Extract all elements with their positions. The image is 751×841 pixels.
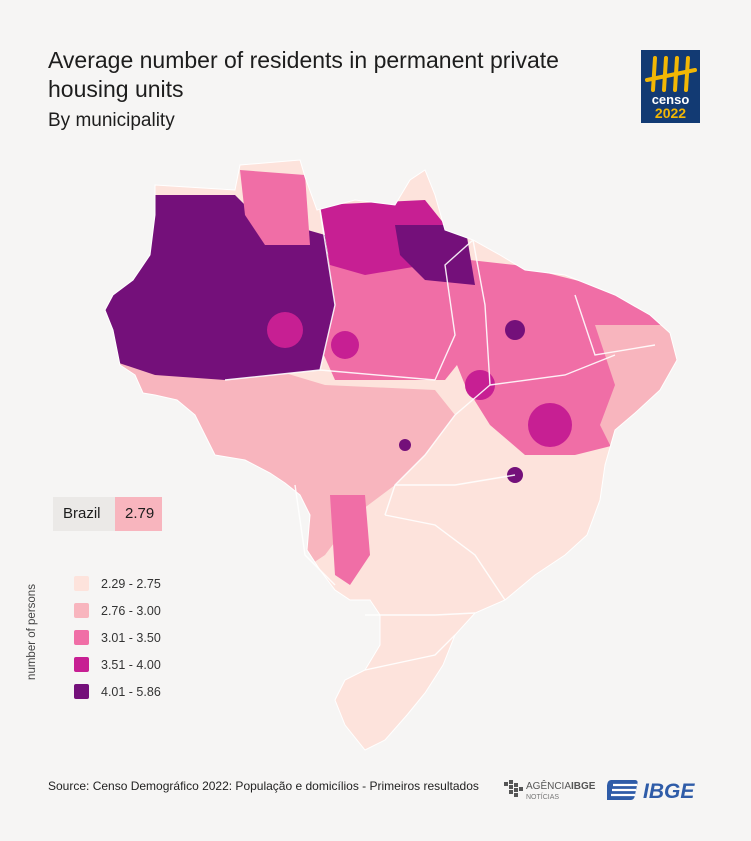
map-subtitle: By municipality [48, 110, 175, 131]
legend-swatch [74, 657, 89, 672]
map-title: Average number of residents in permanent… [48, 47, 559, 102]
ibge-text: IBGE [643, 780, 695, 803]
legend-swatch [74, 630, 89, 645]
legend-axis-label: number of persons [22, 572, 42, 692]
source-note: Source: Censo Demográfico 2022: Populaçã… [48, 779, 479, 793]
region-para-north [395, 225, 475, 285]
logo-text-year: 2022 [655, 105, 686, 121]
legend-axis-text: number of persons [26, 584, 38, 680]
patch [399, 439, 411, 451]
region-roraima [240, 170, 310, 245]
brazil-map-icon [504, 780, 523, 797]
legend-item: 2.76 - 3.00 [74, 597, 161, 624]
legend-item-label: 3.01 - 3.50 [101, 630, 161, 645]
censo-2022-logo: censo 2022 [641, 50, 700, 123]
region-rs [335, 655, 425, 750]
legend-swatch [74, 684, 89, 699]
patch [331, 331, 359, 359]
svg-text:AGÊNCIAIBGE: AGÊNCIAIBGE [526, 779, 596, 792]
noticias-text: NOTÍCIAS [526, 792, 559, 801]
patch [528, 403, 572, 447]
legend-item-label: 2.76 - 3.00 [101, 603, 161, 618]
legend: 2.29 - 2.75 2.76 - 3.00 3.01 - 3.50 3.51… [74, 570, 161, 705]
patch [465, 370, 495, 400]
brazil-average-value: 2.79 [115, 497, 162, 531]
legend-item-label: 2.29 - 2.75 [101, 576, 161, 591]
brazil-average-label: Brazil [53, 497, 115, 531]
brazil-average-box: Brazil 2.79 [53, 497, 162, 531]
brazil-choropleth-map [104, 159, 678, 751]
legend-item-label: 3.51 - 4.00 [101, 657, 161, 672]
legend-item: 3.51 - 4.00 [74, 651, 161, 678]
legend-swatch [74, 603, 89, 618]
tally-marks-icon [645, 56, 697, 92]
legend-item: 2.29 - 2.75 [74, 570, 161, 597]
patch [505, 320, 525, 340]
ibge-logo: IBGE [607, 780, 695, 803]
legend-item: 3.01 - 3.50 [74, 624, 161, 651]
agencia-ibge-logo: AGÊNCIAIBGE NOTÍCIAS [504, 779, 596, 801]
patch [267, 312, 303, 348]
agencia-text: AGÊNCIA [526, 779, 571, 792]
agencia-brand: IBGE [571, 781, 596, 792]
logo-text-censo: censo [652, 92, 690, 107]
ibge-emblem-icon [607, 780, 638, 800]
legend-swatch [74, 576, 89, 591]
legend-item-label: 4.01 - 5.86 [101, 684, 161, 699]
region-ms-west [330, 495, 370, 585]
legend-item: 4.01 - 5.86 [74, 678, 161, 705]
